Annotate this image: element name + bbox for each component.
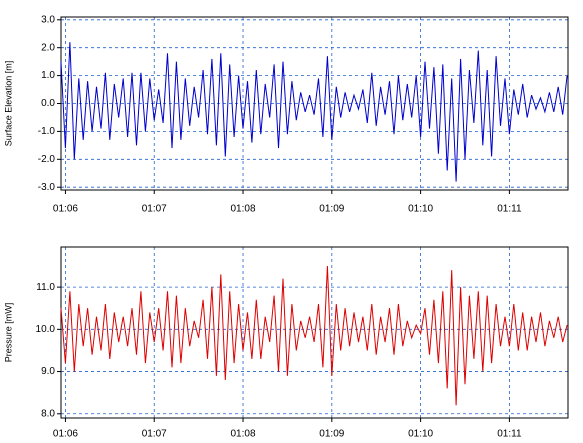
y-tick-label: -2.0	[38, 154, 56, 165]
x-tick-label: 01:09	[319, 204, 344, 215]
y-tick-label: 8.0	[41, 408, 55, 419]
x-tick-label: 01:10	[408, 429, 433, 440]
y-tick-label: 3.0	[41, 14, 55, 25]
x-tick-label: 01:11	[497, 204, 522, 215]
y-tick-label: 2.0	[41, 42, 55, 53]
y-tick-label: 0.0	[41, 98, 55, 109]
y-tick-label: 10.0	[36, 324, 56, 335]
y-axis-label: Surface Elevation [m]	[3, 61, 13, 147]
x-tick-label: 01:06	[53, 429, 78, 440]
y-tick-label: 1.0	[41, 70, 55, 81]
plot-frame	[60, 16, 569, 191]
y-tick-label: 11.0	[36, 282, 55, 293]
y-tick-label: 9.0	[41, 366, 55, 377]
x-tick-label: 01:07	[142, 429, 167, 440]
x-tick-label: 01:11	[497, 429, 522, 440]
x-tick-label: 01:08	[231, 429, 256, 440]
y-tick-label: -3.0	[38, 182, 56, 193]
x-tick-label: 01:06	[53, 204, 78, 215]
series-line	[60, 265, 568, 406]
y-tick-label: -1.0	[38, 126, 56, 137]
x-tick-label: 01:09	[319, 429, 344, 440]
x-tick-label: 01:10	[408, 204, 433, 215]
x-tick-label: 01:07	[142, 204, 167, 215]
y-axis-label: Pressure [mW]	[3, 303, 13, 363]
series-line	[60, 42, 568, 182]
plot-frame	[60, 246, 569, 419]
x-tick-label: 01:08	[231, 204, 256, 215]
